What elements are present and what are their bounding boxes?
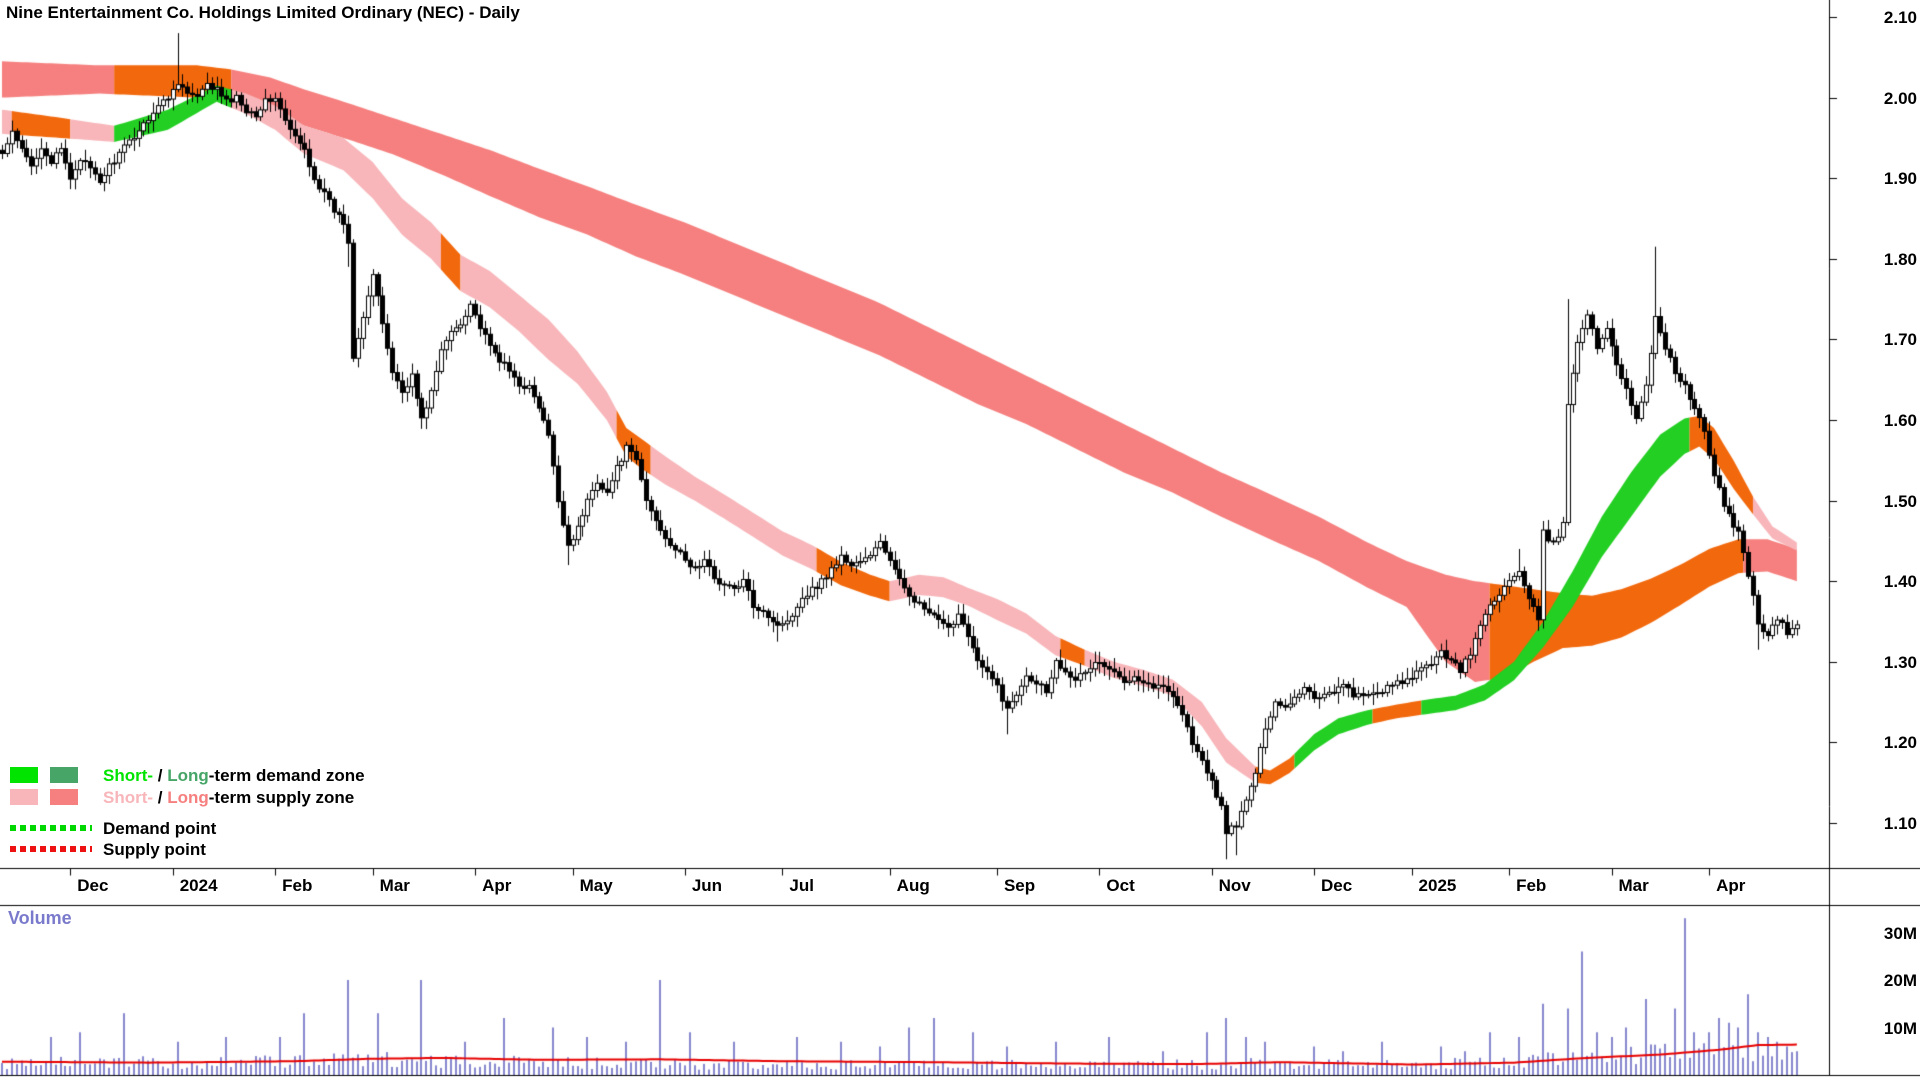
y-axis-price-label: 2.00 (1883, 88, 1917, 108)
long-term-supply-swatch (50, 789, 78, 805)
y-axis-price-label: 1.90 (1883, 169, 1917, 189)
long-term-demand-swatch (50, 767, 78, 783)
y-axis-price-label: 1.10 (1883, 814, 1917, 833)
x-axis-label: Mar (1618, 876, 1649, 895)
x-axis-label: Feb (282, 876, 313, 895)
x-axis-label: Aug (896, 876, 930, 895)
x-axis-label: Dec (77, 876, 109, 895)
y-axis-volume-label: 10M (1883, 1018, 1917, 1038)
x-axis-label: 2025 (1418, 876, 1457, 895)
legend-demand-point-label: Demand point (103, 819, 217, 838)
short-term-demand-swatch (10, 767, 38, 783)
x-axis-label: Jun (691, 876, 723, 895)
legend-supply-zone-label: Short- / Long-term supply zone (103, 788, 355, 807)
legend-supply-point-label: Supply point (103, 840, 206, 859)
y-axis-price-label: 1.30 (1883, 652, 1917, 672)
y-axis-price-label: 1.80 (1883, 249, 1917, 269)
x-axis-label: Mar (379, 876, 410, 895)
x-axis-label: Dec (1321, 876, 1353, 895)
y-axis-price-label: 1.50 (1883, 491, 1917, 511)
x-axis-label: 2024 (179, 876, 218, 895)
y-axis-price-label: 1.60 (1883, 411, 1917, 430)
volume-panel-label: Volume (8, 908, 72, 928)
y-axis-volume-label: 20M (1883, 971, 1917, 990)
y-axis-price-label: 1.70 (1883, 330, 1917, 350)
x-axis-label: Feb (1516, 876, 1547, 895)
y-axis-price-label: 1.40 (1883, 572, 1917, 592)
legend-supply-point-row: Supply point (10, 840, 206, 859)
legend-demand-zone-row: Short- / Long-term demand zone (10, 766, 365, 785)
x-axis-label: May (579, 876, 613, 895)
legend-supply-zone-row: Short- / Long-term supply zone (10, 788, 354, 807)
legend-demand-zone-label: Short- / Long-term demand zone (103, 766, 365, 785)
chart-title: Nine Entertainment Co. Holdings Limited … (6, 3, 520, 22)
y-axis-price-label: 2.10 (1883, 8, 1917, 27)
x-axis-label: Jul (789, 876, 814, 895)
short-term-supply-swatch (10, 789, 38, 805)
legend-demand-point-row: Demand point (10, 819, 216, 838)
demand-point-dotted-line-swatch (10, 825, 92, 831)
x-axis-label: Apr (482, 876, 512, 895)
supply-point-dotted-line-swatch (10, 846, 92, 852)
x-axis-label: Sep (1003, 876, 1036, 895)
x-axis-label: Nov (1218, 876, 1251, 895)
y-axis-price-label: 1.20 (1883, 733, 1917, 753)
x-axis-label: Apr (1716, 876, 1746, 895)
y-axis-volume-label: 30M (1883, 923, 1917, 943)
x-axis-label: Oct (1106, 876, 1135, 895)
